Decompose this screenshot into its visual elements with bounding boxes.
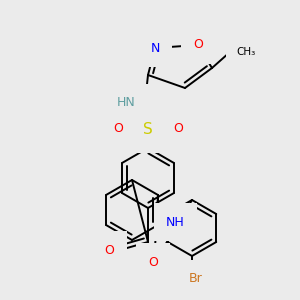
Text: Br: Br: [189, 272, 203, 286]
Text: S: S: [143, 122, 153, 137]
Text: O: O: [148, 256, 158, 268]
Text: O: O: [193, 38, 203, 52]
Text: CH₃: CH₃: [236, 47, 255, 57]
Text: NH: NH: [166, 215, 185, 229]
Text: HN: HN: [116, 97, 135, 110]
Text: O: O: [173, 122, 183, 134]
Text: O: O: [113, 122, 123, 134]
Text: O: O: [104, 244, 114, 256]
Text: N: N: [150, 41, 160, 55]
